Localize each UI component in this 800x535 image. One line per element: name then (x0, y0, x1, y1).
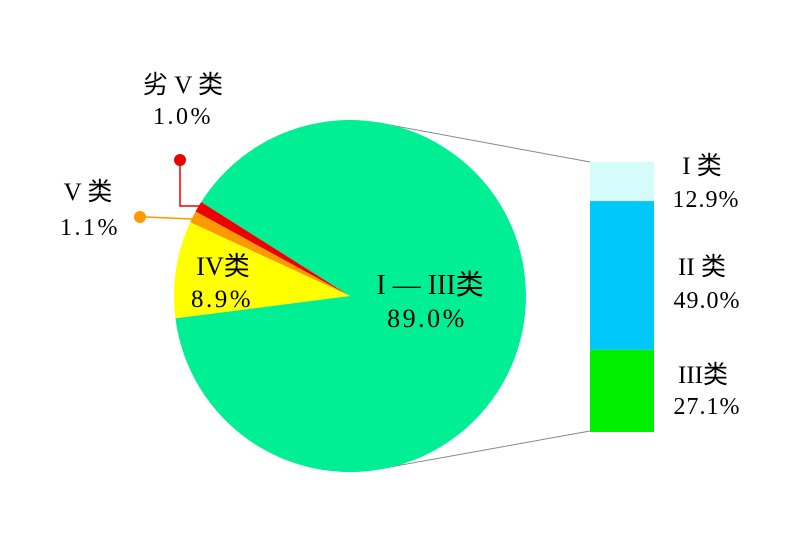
v-callout-dot (134, 211, 146, 223)
label-i-iii-name: I — III类 (376, 269, 483, 301)
label-bar-iii-name: III类 (678, 361, 728, 389)
breakdown-bar (590, 162, 654, 432)
label-i-iii-pct: 89.0% (387, 304, 467, 333)
label-v-name: V 类 (64, 178, 113, 206)
label-bar-i-pct: 12.9% (673, 187, 740, 213)
pie-slice-v (190, 211, 350, 296)
bad-v-callout-dot (174, 154, 186, 166)
label-iv-pct: 8.9% (191, 286, 253, 313)
label-v-pct: 1.1% (60, 215, 120, 241)
label-iv-name: IV类 (196, 252, 249, 281)
label-bar-ii-name: II 类 (678, 253, 726, 281)
bar-segment-ii (590, 201, 654, 350)
label-bar-i-name: I 类 (682, 152, 722, 180)
label-bar-iii-pct: 27.1% (674, 394, 741, 420)
bar-segment-i (590, 162, 654, 202)
pie (173, 120, 526, 473)
pie-to-bar-connector-top (378, 122, 591, 163)
pie-slice-i-iii (175, 120, 526, 473)
label-bad-v-pct: 1.0% (153, 104, 213, 130)
bar-segment-iii (590, 349, 654, 432)
label-bad-v-name: 劣 V 类 (143, 71, 223, 99)
pie-slice-iv (173, 222, 350, 319)
pie-to-bar-connector-bottom (378, 430, 591, 470)
pie-slice-bad-v (195, 202, 350, 296)
v-callout-line (145, 216, 193, 220)
label-bar-ii-pct: 49.0% (674, 288, 741, 314)
bad-v-callout-line (179, 166, 201, 207)
